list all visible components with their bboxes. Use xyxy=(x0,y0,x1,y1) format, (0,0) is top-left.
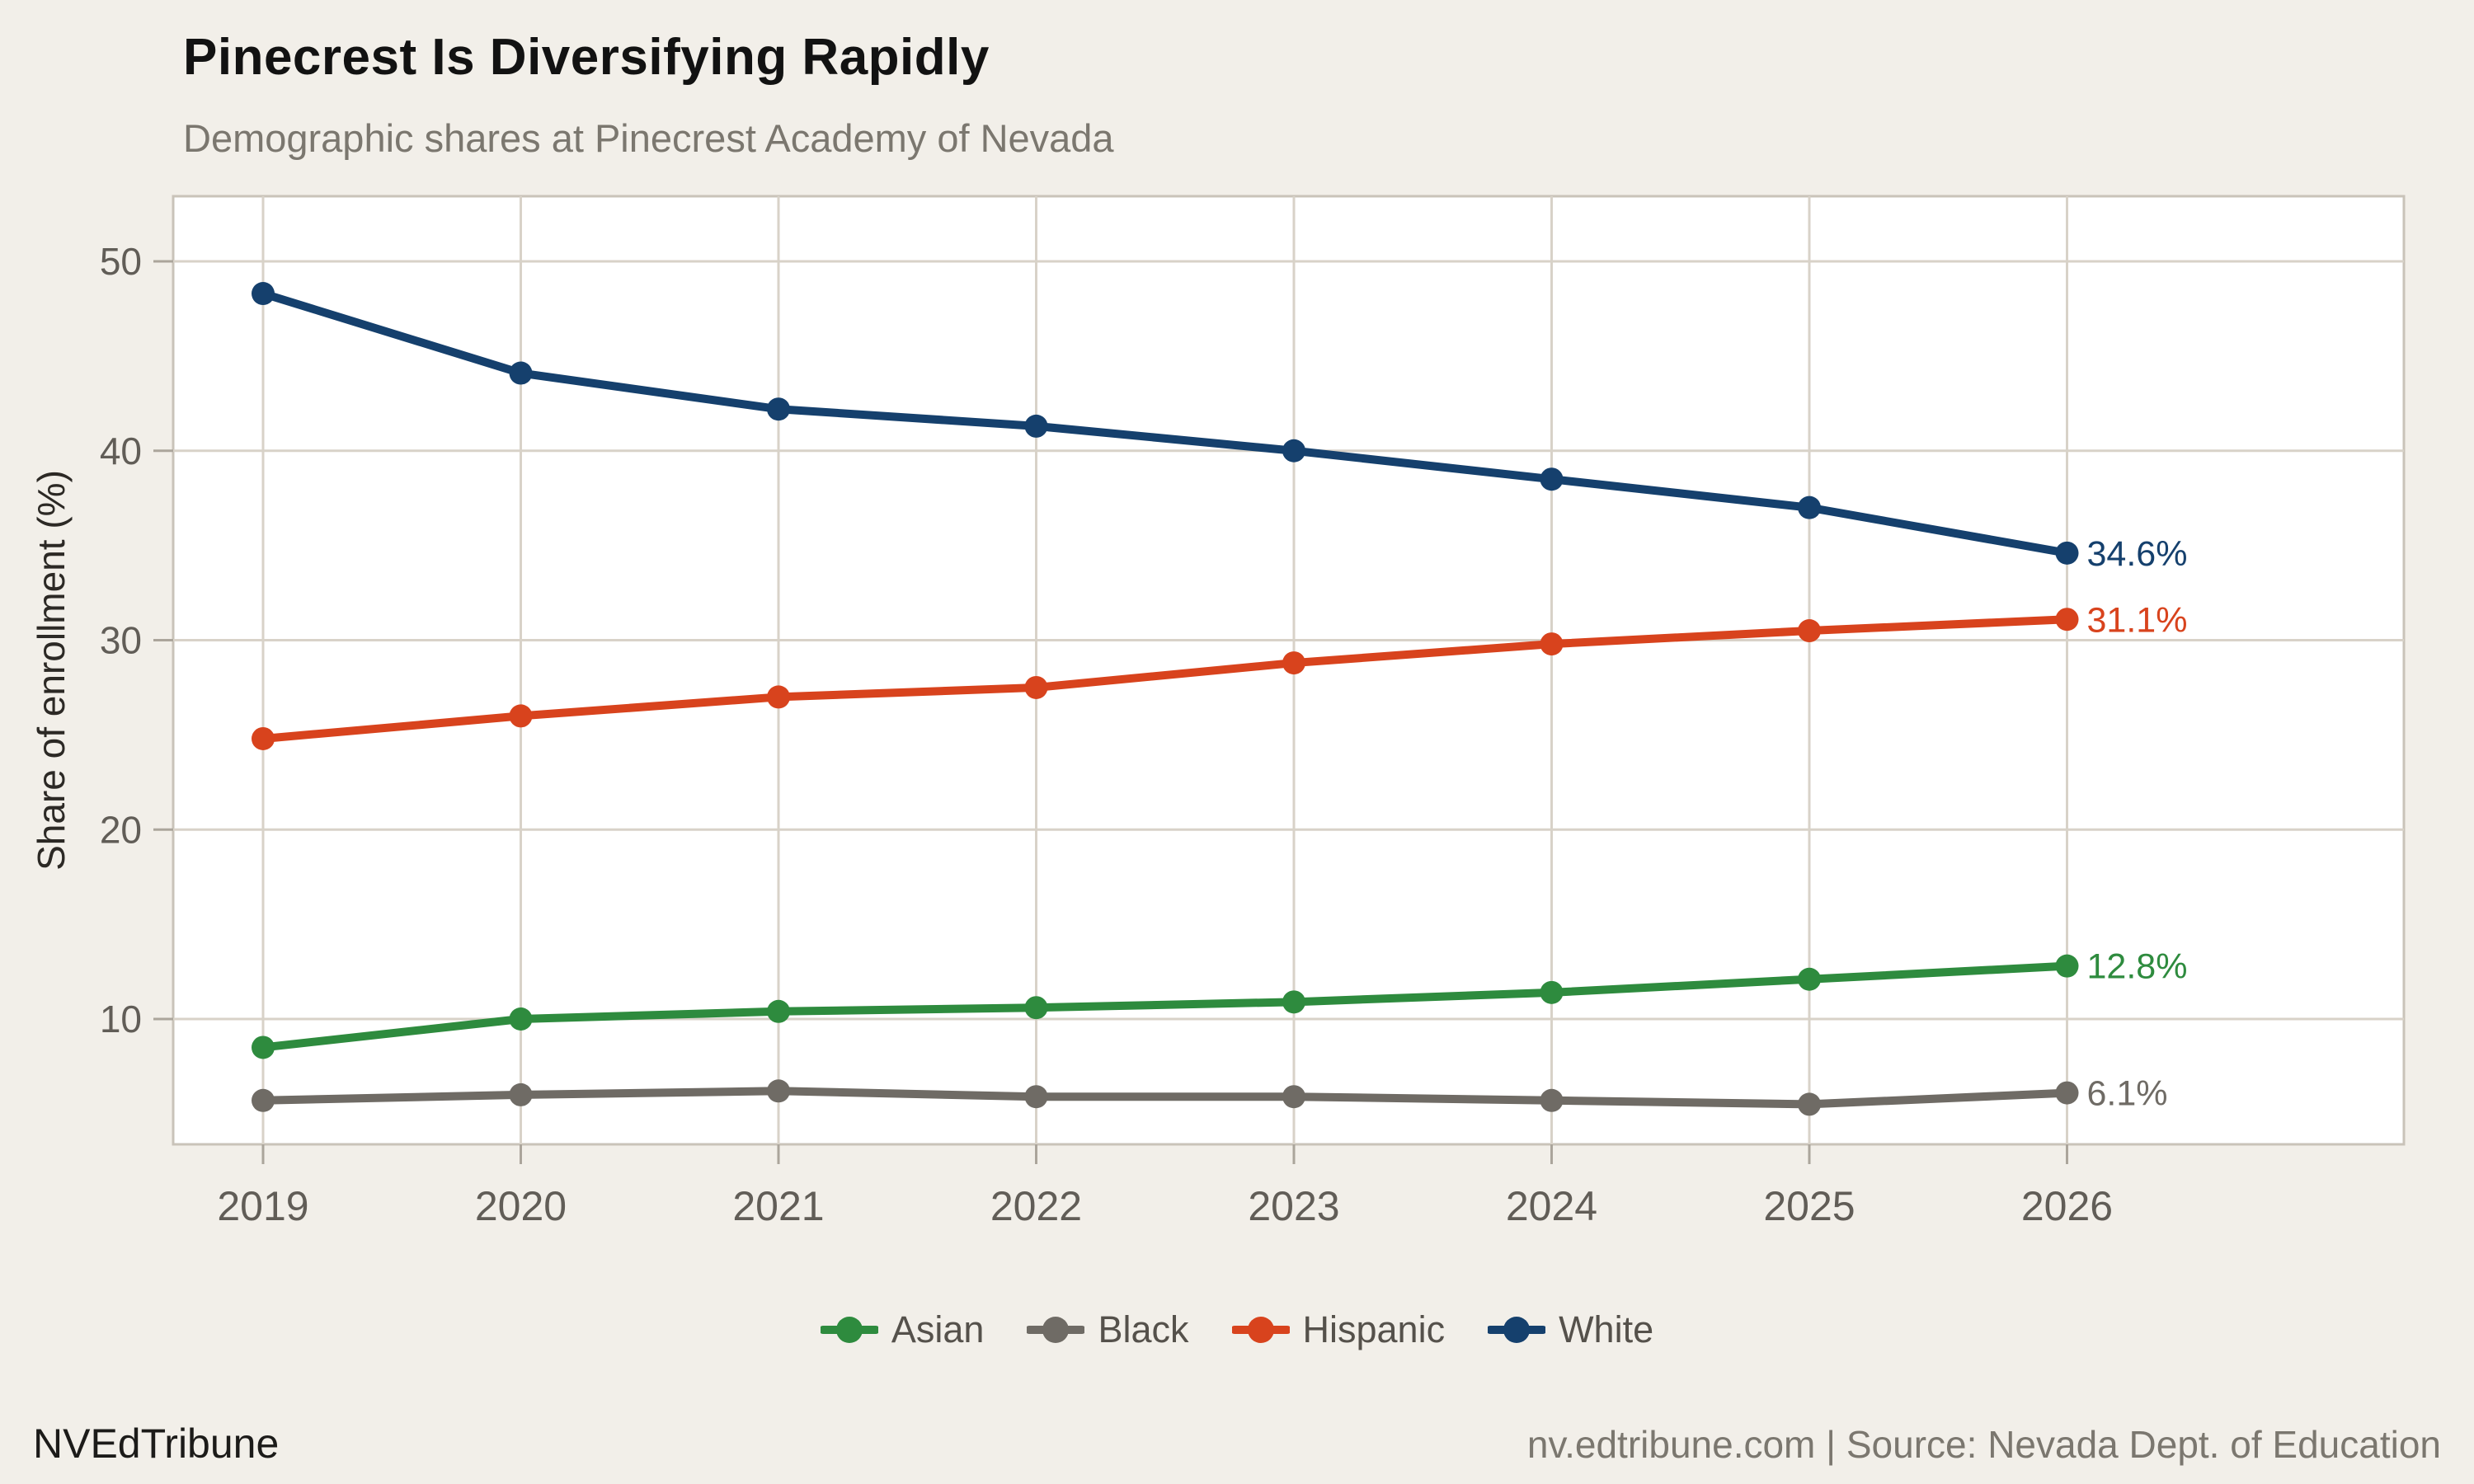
page-title: Pinecrest Is Diversifying Rapidly xyxy=(183,29,990,86)
x-tick-label: 2021 xyxy=(732,1183,824,1229)
x-tick-label: 2026 xyxy=(2021,1183,2113,1229)
x-tick-label: 2024 xyxy=(1506,1183,1597,1229)
y-tick-label: 40 xyxy=(100,430,142,472)
data-point xyxy=(767,1079,790,1103)
data-point xyxy=(2055,541,2079,565)
y-axis: 50 40 30 20 10 xyxy=(100,240,173,1040)
data-point xyxy=(1024,675,1048,699)
data-point xyxy=(1024,996,1048,1020)
data-point xyxy=(767,397,790,421)
data-point xyxy=(1798,619,1821,643)
data-point xyxy=(2055,608,2079,632)
data-point xyxy=(1024,1085,1048,1109)
legend-item-white: White xyxy=(1488,1308,1653,1351)
legend-item-asian: Asian xyxy=(820,1308,985,1351)
data-point xyxy=(1024,414,1048,438)
brand-logo-text: NVEdTribune xyxy=(33,1421,280,1467)
series-line-asian xyxy=(259,961,2072,1052)
data-point xyxy=(2055,1081,2079,1105)
series-line-black xyxy=(259,1087,2072,1109)
page-subtitle: Demographic shares at Pinecrest Academy … xyxy=(183,116,1114,160)
legend-item-hispanic: Hispanic xyxy=(1231,1308,1446,1351)
y-tick-label: 50 xyxy=(100,240,142,283)
x-tick-label: 2022 xyxy=(990,1183,1082,1229)
end-value-label-white: 34.6% xyxy=(2087,534,2188,574)
y-tick-label: 30 xyxy=(100,619,142,662)
legend-key-icon xyxy=(820,1317,878,1343)
legend-key-icon xyxy=(1231,1317,1290,1343)
data-point xyxy=(252,1036,275,1059)
data-point xyxy=(252,282,275,306)
data-point xyxy=(1282,1085,1305,1109)
x-tick-label: 2025 xyxy=(1763,1183,1855,1229)
data-point xyxy=(767,999,790,1023)
x-tick-label: 2020 xyxy=(475,1183,567,1229)
data-point xyxy=(1798,495,1821,519)
series-line-white xyxy=(259,289,2072,557)
end-value-label-asian: 12.8% xyxy=(2087,947,2188,987)
data-point xyxy=(1540,1088,1564,1112)
series-hispanic: 31.1% xyxy=(252,600,2187,750)
data-point xyxy=(2055,954,2079,978)
data-point xyxy=(509,1082,533,1106)
legend-label: Black xyxy=(1098,1308,1189,1350)
y-tick-label: 10 xyxy=(100,998,142,1040)
series-white: 34.6% xyxy=(252,282,2187,574)
data-point xyxy=(1540,467,1564,491)
series-asian: 12.8% xyxy=(252,947,2187,1059)
data-point xyxy=(252,726,275,750)
end-value-label-hispanic: 31.1% xyxy=(2087,600,2188,640)
end-value-label-black: 6.1% xyxy=(2087,1074,2168,1114)
data-point xyxy=(509,704,533,728)
data-point xyxy=(1540,632,1564,656)
legend-label: Asian xyxy=(891,1308,985,1350)
series-line-hispanic xyxy=(259,615,2072,743)
x-axis: 2019 2020 2021 2022 2023 2024 2025 2026 xyxy=(217,1144,2113,1229)
legend-item-black: Black xyxy=(1027,1308,1189,1351)
data-point xyxy=(509,361,533,385)
data-point xyxy=(252,1088,275,1112)
data-point xyxy=(767,685,790,709)
footer: NVEdTribune nv.edtribune.com | Source: N… xyxy=(0,1420,2474,1468)
legend-key-icon xyxy=(1027,1317,1085,1343)
x-tick-label: 2019 xyxy=(217,1183,308,1229)
data-point xyxy=(1282,651,1305,675)
data-point xyxy=(1540,980,1564,1004)
data-point xyxy=(1798,1092,1821,1116)
legend: Asian Black Hispanic White xyxy=(0,1293,2474,1367)
series-black: 6.1% xyxy=(252,1074,2168,1116)
data-point xyxy=(1282,439,1305,463)
legend-key-icon xyxy=(1488,1317,1546,1343)
y-axis-title: Share of enrollment (%) xyxy=(30,470,73,871)
legend-label: White xyxy=(1559,1308,1654,1350)
legend-label: Hispanic xyxy=(1302,1308,1446,1350)
source-attribution: nv.edtribune.com | Source: Nevada Dept. … xyxy=(1526,1423,2441,1466)
gridlines xyxy=(173,196,2404,1144)
y-tick-label: 20 xyxy=(100,808,142,851)
data-point xyxy=(1798,967,1821,991)
data-point xyxy=(509,1007,533,1031)
data-point xyxy=(1282,990,1305,1014)
x-tick-label: 2023 xyxy=(1248,1183,1339,1229)
